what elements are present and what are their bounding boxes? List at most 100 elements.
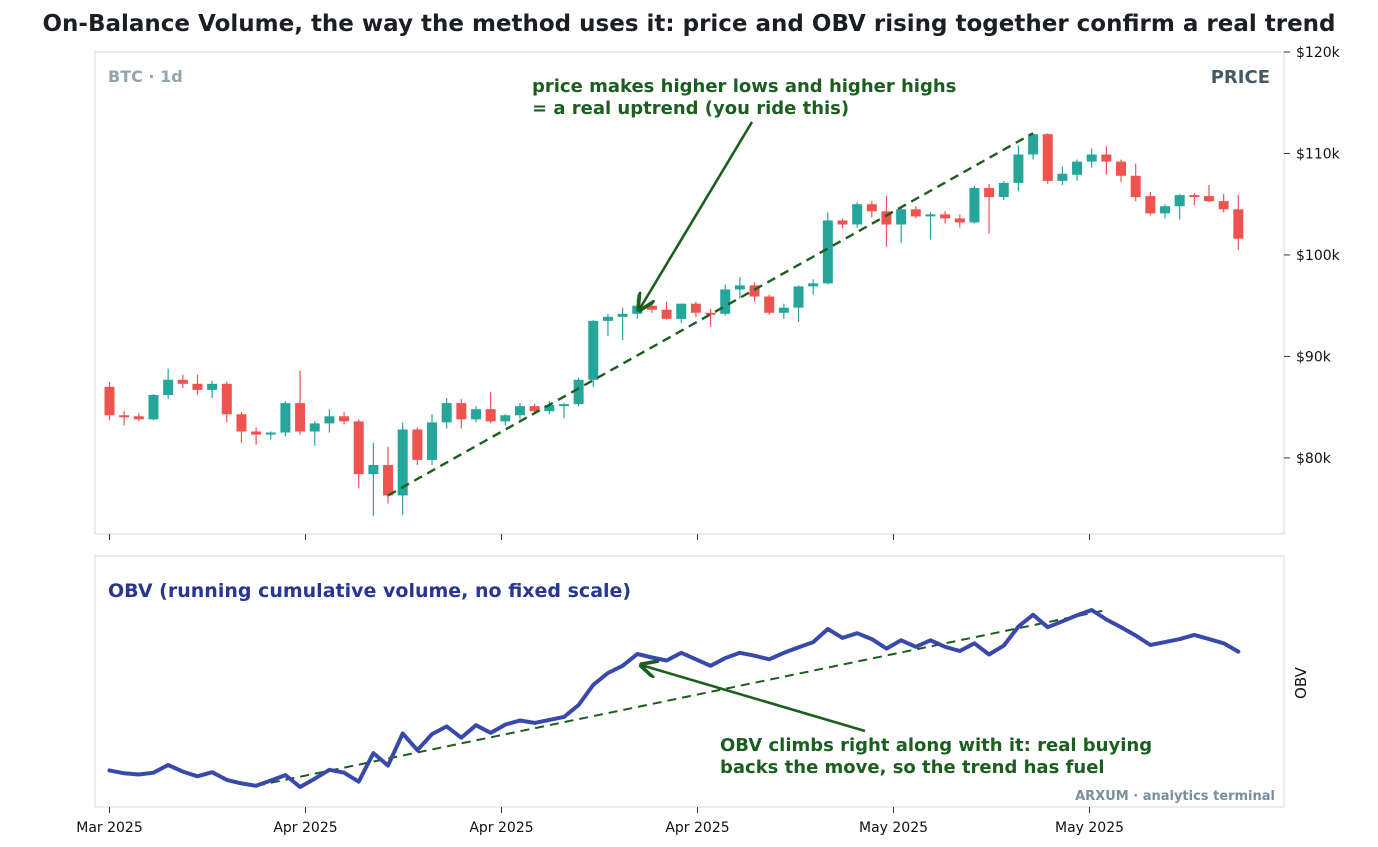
candle xyxy=(720,284,731,316)
candle-body xyxy=(441,403,452,423)
candle xyxy=(954,214,965,228)
candle-body xyxy=(1145,196,1156,214)
candle xyxy=(1204,184,1214,203)
candle xyxy=(558,403,569,419)
obv-annotation: OBV climbs right along with it: real buy… xyxy=(720,735,1158,778)
candle-body xyxy=(910,209,921,217)
candle xyxy=(1218,194,1229,213)
candle xyxy=(207,380,218,399)
candle-body xyxy=(119,415,130,418)
candle-body xyxy=(309,423,320,432)
candle xyxy=(793,285,804,322)
price-tick-label: $120k xyxy=(1296,45,1341,61)
candle-body xyxy=(881,211,892,225)
candle xyxy=(969,185,980,224)
candle xyxy=(734,277,745,299)
candle xyxy=(676,303,687,323)
candle xyxy=(441,398,452,429)
obv-panel-frame xyxy=(94,555,1285,808)
candle xyxy=(412,427,423,465)
candle-body xyxy=(588,320,599,380)
candle-body xyxy=(602,316,613,321)
x-axis: Mar 2025 Apr 2025 Apr 2025 Apr 2025 May 2025… xyxy=(76,534,1124,836)
x-tick-label: May 2025 xyxy=(859,820,928,836)
price-label: PRICE xyxy=(1211,67,1270,88)
candle xyxy=(881,196,892,247)
candle-body xyxy=(1116,161,1127,176)
candle xyxy=(133,413,144,422)
candle-body xyxy=(1130,175,1141,198)
candle xyxy=(236,412,247,443)
candle xyxy=(427,414,438,465)
candle xyxy=(588,319,599,387)
obv-annotation-line-1: OBV climbs right along with it: real buy… xyxy=(720,735,1152,756)
x-tick-label: Mar 2025 xyxy=(76,820,143,836)
candle-body xyxy=(1028,134,1039,155)
candle-body xyxy=(896,209,907,225)
candle-body xyxy=(500,415,511,422)
candle-body xyxy=(852,204,863,225)
price-annotation-arrow xyxy=(639,121,754,310)
candle-body xyxy=(1101,154,1112,162)
candle-body xyxy=(339,416,350,422)
candle-body xyxy=(1057,173,1068,181)
candle-body xyxy=(720,289,731,314)
candle xyxy=(192,374,203,395)
candle xyxy=(866,201,877,218)
candle-body xyxy=(177,379,188,384)
candle-body xyxy=(148,394,159,420)
candle-body xyxy=(793,286,804,308)
candle-body xyxy=(1174,195,1185,207)
candle-body xyxy=(984,187,995,198)
chart-title: On-Balance Volume, the way the method us… xyxy=(42,11,1335,37)
candle xyxy=(148,393,159,421)
candle-body xyxy=(940,214,951,219)
obv-axis-label: OBV xyxy=(1292,666,1310,699)
candle xyxy=(1145,192,1156,216)
candle xyxy=(925,212,936,240)
candle-body xyxy=(265,432,276,435)
candle xyxy=(1160,204,1171,219)
candle-body xyxy=(280,403,291,433)
candle-body xyxy=(573,379,584,405)
candle-body xyxy=(734,285,745,290)
candle-body xyxy=(558,404,569,407)
candle-body xyxy=(383,464,394,496)
candle-body xyxy=(1189,195,1200,198)
candle xyxy=(251,427,262,445)
candle-body xyxy=(412,429,423,460)
candle xyxy=(749,282,760,302)
price-trendline xyxy=(387,132,1034,497)
candle-body xyxy=(104,386,115,416)
candle-body xyxy=(544,405,555,412)
candle xyxy=(163,368,174,400)
candle xyxy=(295,370,306,435)
x-tick-label: Apr 2025 xyxy=(469,820,533,836)
price-panel-frame xyxy=(94,51,1285,535)
price-panel: $80k $90k $100k $110k $120k BTC · 1d PRICE p… xyxy=(94,45,1341,535)
candle-body xyxy=(764,296,775,313)
candle xyxy=(514,403,525,420)
candle xyxy=(471,406,481,423)
candle-body xyxy=(925,214,936,217)
candle-body xyxy=(954,218,965,223)
candle-body xyxy=(133,416,144,420)
obv-annotation-arrow xyxy=(641,665,866,733)
candle xyxy=(309,421,320,446)
candle-body xyxy=(529,406,540,412)
candle-body xyxy=(705,312,716,315)
candle xyxy=(280,401,291,437)
candle xyxy=(177,374,188,388)
candle xyxy=(368,442,379,516)
candle-body xyxy=(1086,154,1097,162)
candle xyxy=(705,308,716,327)
candle-body xyxy=(617,313,628,317)
candle-body xyxy=(1218,201,1229,210)
candles xyxy=(104,133,1244,516)
candle-body xyxy=(514,406,525,416)
candle xyxy=(778,303,789,319)
price-annotation-line-2: = a real uptrend (you ride this) xyxy=(532,98,849,119)
x-tick-label: Apr 2025 xyxy=(665,820,729,836)
candle-body xyxy=(1160,206,1171,214)
candle xyxy=(339,412,350,425)
